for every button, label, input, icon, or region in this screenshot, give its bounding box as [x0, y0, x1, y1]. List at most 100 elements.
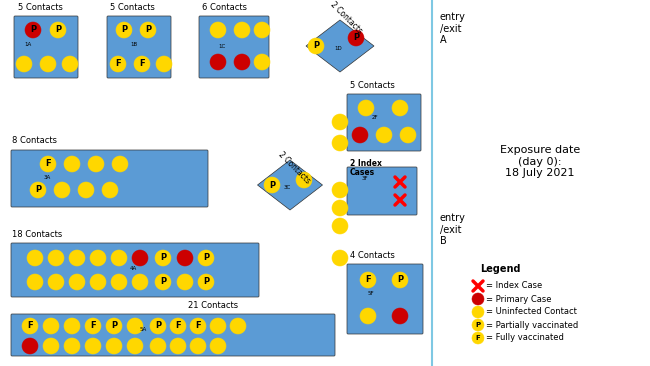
Text: Cases: Cases: [350, 168, 375, 177]
Text: F: F: [365, 276, 370, 284]
Polygon shape: [257, 160, 322, 210]
Circle shape: [27, 250, 43, 266]
FancyBboxPatch shape: [11, 150, 208, 207]
Circle shape: [230, 318, 246, 334]
Text: entry
/exit
A: entry /exit A: [440, 12, 466, 45]
Circle shape: [85, 338, 101, 354]
Text: = Uninfected Contact: = Uninfected Contact: [486, 307, 577, 317]
Text: 1D: 1D: [334, 46, 342, 51]
Text: 3C: 3C: [284, 185, 291, 190]
Polygon shape: [306, 20, 374, 72]
Circle shape: [155, 250, 171, 266]
Circle shape: [78, 182, 94, 198]
Circle shape: [332, 182, 348, 198]
Text: P: P: [397, 276, 403, 284]
FancyBboxPatch shape: [11, 314, 335, 356]
Text: 5 Contacts: 5 Contacts: [110, 3, 155, 12]
Text: F: F: [176, 321, 181, 330]
Text: 4 Contacts: 4 Contacts: [350, 251, 395, 260]
Circle shape: [210, 338, 226, 354]
Text: 1B: 1B: [130, 42, 137, 47]
Circle shape: [43, 338, 59, 354]
Circle shape: [198, 274, 214, 290]
Text: P: P: [313, 41, 319, 51]
Circle shape: [472, 293, 484, 305]
Text: 3F: 3F: [362, 176, 369, 181]
Text: 1A: 1A: [24, 42, 31, 47]
Text: = Fully vaccinated: = Fully vaccinated: [486, 333, 564, 343]
Circle shape: [376, 127, 392, 143]
Circle shape: [360, 308, 376, 324]
Circle shape: [332, 135, 348, 151]
Circle shape: [25, 22, 41, 38]
Text: 6 Contacts: 6 Contacts: [202, 3, 247, 12]
Circle shape: [40, 156, 56, 172]
FancyBboxPatch shape: [347, 167, 417, 215]
Text: F: F: [476, 335, 480, 341]
Circle shape: [254, 54, 270, 70]
Circle shape: [472, 319, 484, 331]
FancyBboxPatch shape: [11, 243, 259, 297]
Circle shape: [352, 127, 368, 143]
Text: 2 Contacts: 2 Contacts: [277, 150, 312, 186]
Text: P: P: [353, 34, 359, 42]
Circle shape: [22, 318, 38, 334]
Text: Legend: Legend: [480, 264, 521, 274]
Circle shape: [234, 54, 250, 70]
Circle shape: [54, 182, 70, 198]
Circle shape: [348, 30, 364, 46]
Circle shape: [111, 274, 127, 290]
Text: P: P: [35, 186, 41, 194]
Text: F: F: [115, 60, 121, 68]
Circle shape: [69, 274, 85, 290]
Circle shape: [190, 318, 206, 334]
Circle shape: [308, 38, 324, 54]
Circle shape: [90, 250, 106, 266]
Text: 4A: 4A: [130, 266, 137, 271]
Text: F: F: [90, 321, 96, 330]
Circle shape: [40, 56, 56, 72]
Circle shape: [210, 318, 226, 334]
Text: P: P: [160, 277, 166, 287]
Text: 5 Contacts: 5 Contacts: [350, 81, 395, 90]
Circle shape: [400, 127, 416, 143]
Circle shape: [472, 332, 484, 344]
Circle shape: [360, 272, 376, 288]
Circle shape: [332, 200, 348, 216]
Circle shape: [177, 250, 193, 266]
Text: P: P: [155, 321, 161, 330]
Circle shape: [64, 318, 80, 334]
Circle shape: [198, 250, 214, 266]
Text: 1C: 1C: [218, 44, 226, 49]
Circle shape: [69, 250, 85, 266]
Text: 5A: 5A: [140, 327, 148, 332]
Circle shape: [156, 56, 172, 72]
Circle shape: [170, 338, 186, 354]
Circle shape: [112, 156, 128, 172]
Circle shape: [392, 308, 408, 324]
Text: P: P: [203, 277, 209, 287]
Circle shape: [140, 22, 156, 38]
Text: 5 Contacts: 5 Contacts: [18, 3, 63, 12]
Text: 8 Contacts: 8 Contacts: [12, 136, 57, 145]
Text: 2 Index: 2 Index: [350, 159, 382, 168]
Circle shape: [88, 156, 104, 172]
Text: 18 Contacts: 18 Contacts: [12, 230, 62, 239]
Circle shape: [332, 250, 348, 266]
Circle shape: [392, 100, 408, 116]
Circle shape: [43, 318, 59, 334]
Circle shape: [48, 274, 64, 290]
Circle shape: [358, 100, 374, 116]
Text: 2 Contacts: 2 Contacts: [329, 0, 364, 36]
Circle shape: [392, 272, 408, 288]
Text: P: P: [145, 26, 151, 34]
Text: Exposure date
(day 0):
18 July 2021: Exposure date (day 0): 18 July 2021: [500, 145, 580, 178]
FancyBboxPatch shape: [199, 16, 269, 78]
Circle shape: [30, 182, 46, 198]
Text: 3A: 3A: [44, 175, 51, 180]
Circle shape: [234, 22, 250, 38]
FancyBboxPatch shape: [347, 264, 423, 334]
Circle shape: [150, 338, 166, 354]
Circle shape: [27, 274, 43, 290]
Circle shape: [48, 250, 64, 266]
